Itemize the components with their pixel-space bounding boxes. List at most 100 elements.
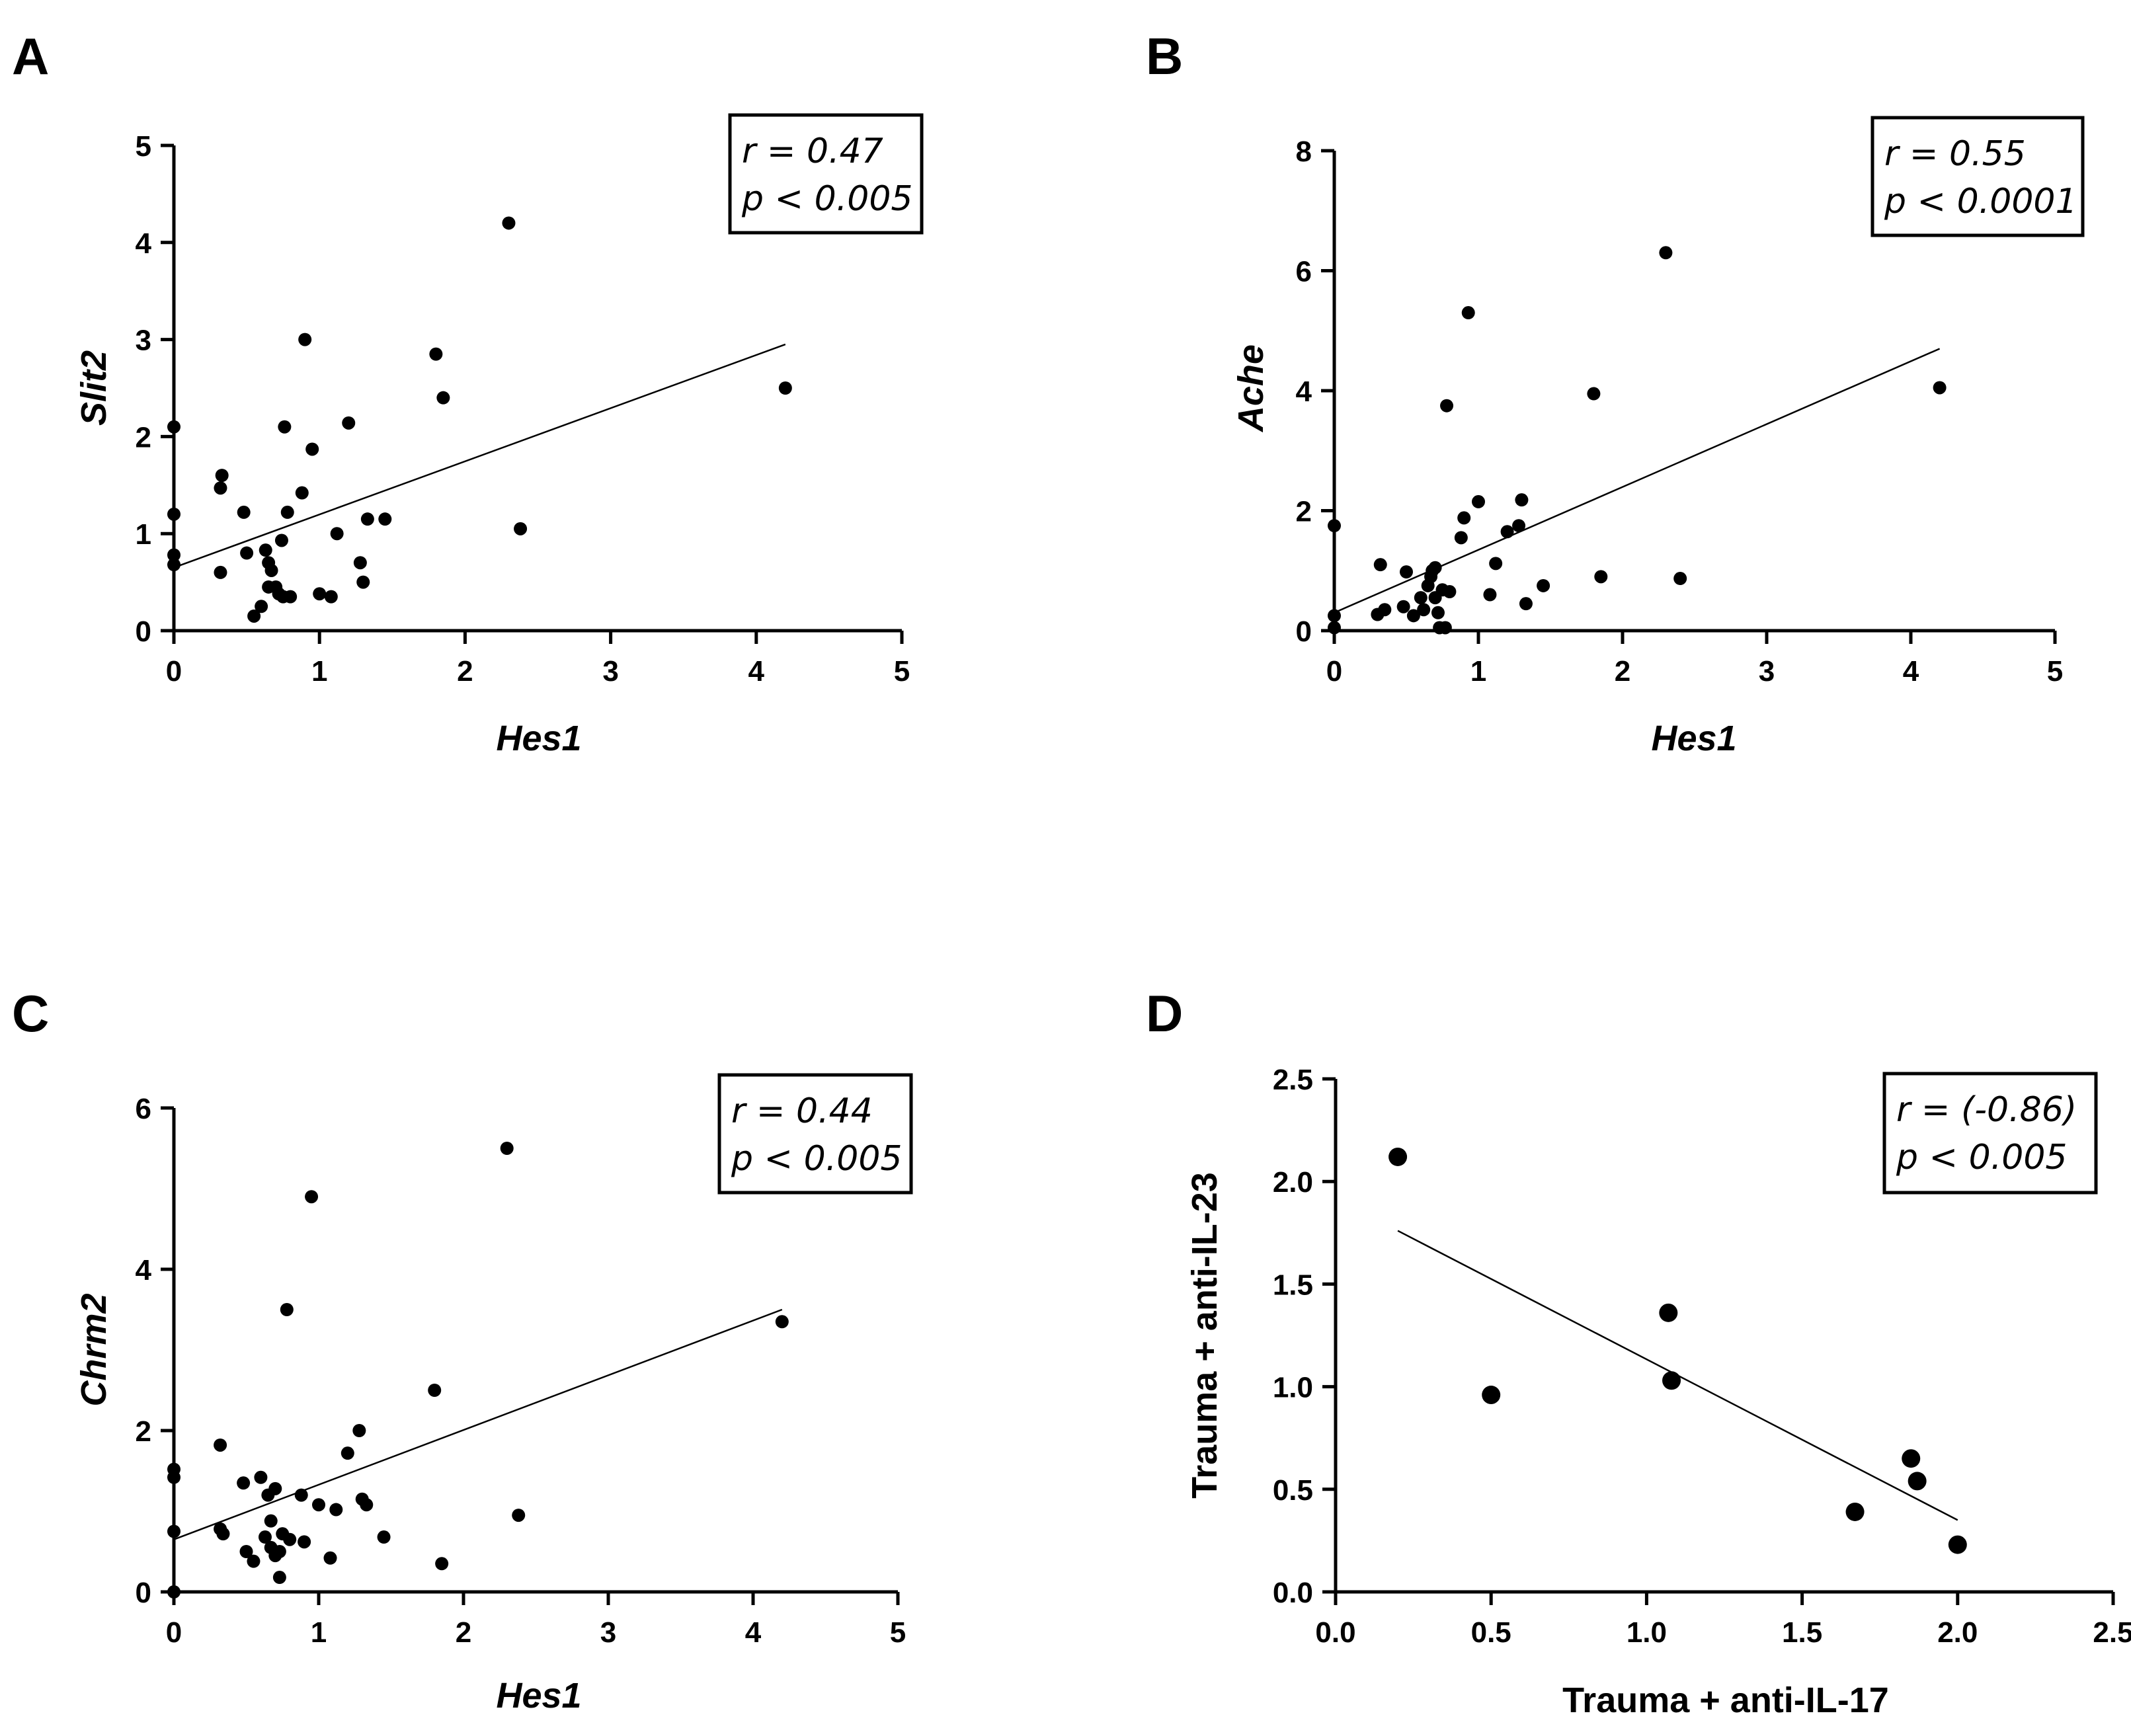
data-point	[1948, 1535, 1967, 1554]
x-tick-label: 5	[894, 655, 910, 688]
data-point	[1659, 246, 1673, 260]
data-point	[295, 486, 309, 500]
panel-letter: D	[1146, 984, 1183, 1043]
panel-letter: B	[1146, 27, 1183, 85]
data-point	[283, 1532, 297, 1546]
y-tick-label: 0.0	[1273, 1577, 1313, 1609]
y-tick-label: 0	[1296, 615, 1312, 648]
y-tick-label: 4	[1296, 375, 1312, 408]
x-tick-label: 3	[600, 1616, 616, 1649]
data-point	[305, 442, 319, 456]
data-point	[377, 1530, 391, 1544]
data-point	[1388, 1147, 1408, 1166]
data-point	[1515, 493, 1529, 507]
data-point	[1537, 578, 1550, 592]
panel-c-chart: C 0 1 2 3 4 5 0 2 4 6 Hes1 Chrm2 r = 0.44 p < 0.005	[12, 984, 913, 1716]
data-point	[435, 1557, 449, 1571]
data-point	[1461, 306, 1475, 320]
data-point	[1908, 1472, 1927, 1491]
stats-p-value: p < 0.005	[1896, 1138, 2068, 1177]
stats-box	[1870, 116, 2085, 237]
y-tick-label: 0	[136, 1577, 151, 1609]
stats-r-value: r = 0.44	[731, 1091, 873, 1131]
x-tick-label: 1.5	[1782, 1616, 1822, 1649]
data-point	[1328, 621, 1341, 635]
data-point	[1933, 381, 1947, 395]
data-point	[214, 1438, 227, 1452]
y-tick-label: 5	[136, 130, 151, 163]
stats-box	[717, 1073, 913, 1195]
y-axis-label: Chrm2	[74, 1293, 114, 1406]
x-tick-label: 4	[745, 1616, 762, 1649]
y-tick-label: 1.5	[1273, 1269, 1313, 1301]
data-point	[216, 1527, 230, 1541]
y-tick-label: 1.0	[1273, 1372, 1313, 1404]
data-point	[280, 505, 294, 519]
data-point	[1454, 531, 1468, 545]
data-point	[167, 1524, 181, 1538]
x-axis-label: Trauma + anti-IL-17	[1562, 1680, 1889, 1720]
data-point	[514, 522, 528, 535]
stats-r-value: r = (-0.86)	[1896, 1090, 2077, 1130]
x-axis-label: Hes1	[496, 1676, 581, 1716]
x-tick-label: 5	[2047, 655, 2063, 688]
data-point	[1396, 600, 1410, 613]
data-point	[167, 558, 181, 572]
data-point	[1902, 1449, 1921, 1468]
data-point	[1373, 558, 1387, 572]
x-tick-label: 4	[748, 655, 765, 688]
data-point	[352, 1424, 366, 1437]
data-point	[1417, 603, 1431, 617]
y-tick-label: 2.5	[1273, 1064, 1313, 1096]
x-tick-label: 1	[1470, 655, 1486, 688]
x-tick-label: 5	[890, 1616, 906, 1649]
data-point	[341, 1446, 354, 1460]
stats-p-value: p < 0.005	[731, 1139, 903, 1179]
data-point	[429, 347, 443, 361]
regression-line	[173, 343, 786, 569]
data-point	[268, 1481, 282, 1495]
x-axis-label: Hes1	[496, 719, 581, 758]
stats-p-value: p < 0.0001	[1884, 182, 2077, 221]
data-point	[258, 1530, 272, 1544]
x-tick-label: 2	[456, 1616, 471, 1649]
x-tick-label: 0.0	[1315, 1616, 1355, 1649]
stats-r-value: r = 0.55	[1884, 134, 2026, 174]
data-point	[1662, 1371, 1681, 1390]
data-point	[502, 216, 516, 230]
stats-p-value: p < 0.005	[741, 179, 913, 219]
data-point	[1489, 557, 1503, 571]
data-point	[298, 333, 312, 346]
data-point	[237, 505, 251, 519]
x-tick-label: 3	[602, 655, 618, 688]
y-tick-label: 4	[136, 227, 152, 260]
data-point	[778, 381, 792, 395]
data-point	[254, 1470, 268, 1484]
data-point	[500, 1142, 514, 1155]
panel-a-chart: A 0 1 2 3 4 5 0 1 2 3 4 5 Hes1 Slit2 r = 0.47 p < 0.005	[12, 27, 924, 758]
panel-letter: C	[12, 984, 49, 1043]
y-tick-label: 0.5	[1273, 1474, 1313, 1507]
data-point	[428, 1384, 442, 1397]
y-tick-label: 6	[1296, 256, 1312, 288]
regression-line	[173, 1308, 783, 1540]
data-point	[1482, 1386, 1501, 1405]
x-tick-label: 2.5	[2093, 1616, 2131, 1649]
data-point	[167, 1585, 181, 1598]
data-point	[298, 1535, 311, 1549]
data-point	[274, 533, 288, 547]
data-point	[1431, 606, 1445, 619]
y-tick-label: 2	[136, 1415, 151, 1448]
data-point	[1673, 572, 1687, 586]
data-point	[239, 1545, 253, 1558]
data-point	[313, 587, 327, 601]
y-tick-label: 2	[136, 421, 151, 454]
data-point	[1328, 519, 1341, 533]
data-point	[1438, 621, 1452, 635]
data-point	[247, 1554, 261, 1568]
data-point	[1428, 561, 1442, 574]
data-point	[323, 1551, 337, 1565]
x-tick-label: 2.0	[1937, 1616, 1978, 1649]
data-point	[264, 563, 278, 577]
regression-line	[1334, 348, 1941, 613]
